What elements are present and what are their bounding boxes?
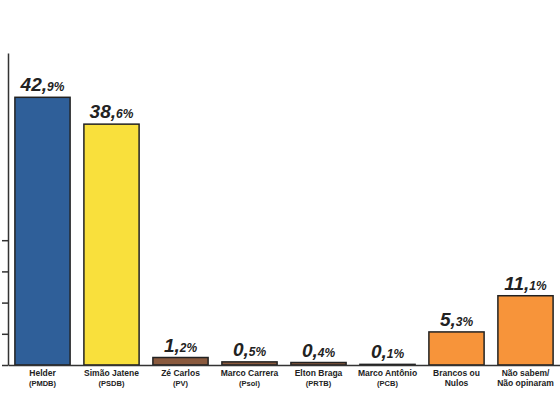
category-label: Helder(PMDB) xyxy=(29,368,57,388)
data-label: 42,9% xyxy=(20,74,65,95)
category-label: Simão Jatene(PSDB) xyxy=(84,368,139,388)
data-label: 0,5% xyxy=(233,339,267,360)
bars xyxy=(15,97,553,365)
bar xyxy=(84,124,139,365)
bar xyxy=(291,363,346,365)
y-tick-mark xyxy=(2,302,8,304)
bar xyxy=(498,296,553,365)
data-label: 0,4% xyxy=(302,340,336,361)
category-label: Zé Carlos(PV) xyxy=(161,368,200,388)
y-tick-mark xyxy=(2,240,8,242)
y-axis-line xyxy=(8,54,10,366)
y-tick xyxy=(2,240,8,241)
data-label: 38,6% xyxy=(90,101,134,122)
data-label: 0,1% xyxy=(371,341,405,362)
bar xyxy=(153,358,208,365)
category-labels: Helder(PMDB) Simão Jatene(PSDB) Zé Carlos(… xyxy=(29,368,554,388)
y-tick-mark xyxy=(2,334,8,336)
category-label: Elton Braga(PRTB) xyxy=(295,368,343,388)
bar xyxy=(429,332,484,365)
data-label: 11,1% xyxy=(504,273,547,294)
bar xyxy=(15,97,70,365)
y-axis xyxy=(2,54,9,366)
category-label: Marco Carrera(Psol) xyxy=(221,368,279,388)
y-tick xyxy=(2,303,8,304)
category-label: Não sabem/Não opinaram xyxy=(497,368,554,388)
data-label: 1,2% xyxy=(164,335,198,356)
y-tick-mark xyxy=(2,365,8,367)
chart: Helder(PMDB) Simão Jatene(PSDB) Zé Carlos(… xyxy=(0,0,560,393)
y-tick-mark xyxy=(2,271,8,273)
bar xyxy=(222,362,277,365)
x-axis xyxy=(9,365,560,367)
y-tick xyxy=(2,334,8,335)
category-label: Brancos ouNulos xyxy=(433,368,480,388)
data-labels: 42,9% 38,6% 1,2% 0,5% 0,4% 0,1% 5,3% 11,1% xyxy=(20,74,547,362)
category-label: Marco Antônio(PCB) xyxy=(358,368,417,388)
y-tick xyxy=(2,365,8,366)
x-axis-line xyxy=(9,365,560,367)
y-tick xyxy=(2,271,8,272)
data-label: 5,3% xyxy=(440,309,474,330)
plot: Helder(PMDB) Simão Jatene(PSDB) Zé Carlos(… xyxy=(2,54,560,389)
